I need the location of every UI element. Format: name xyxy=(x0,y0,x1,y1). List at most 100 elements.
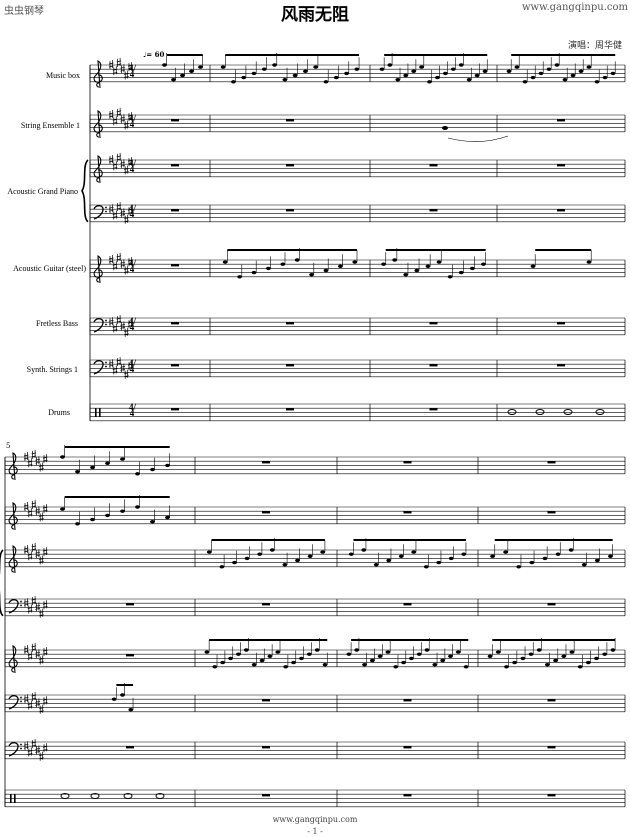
tempo-marking: ♩= 60 xyxy=(143,50,165,59)
note xyxy=(323,268,329,273)
bass-clef-icon xyxy=(105,319,107,322)
note xyxy=(577,665,583,669)
note xyxy=(586,260,592,264)
sharp-icon xyxy=(27,747,33,757)
note xyxy=(504,665,509,669)
sharp-icon xyxy=(35,456,40,466)
footer-url: www.gangqinpu.com xyxy=(272,815,358,824)
note xyxy=(530,264,536,268)
note xyxy=(506,69,512,74)
note xyxy=(401,660,406,665)
note xyxy=(495,650,501,654)
note xyxy=(243,648,249,652)
whole-rest xyxy=(171,364,179,367)
whole-rest xyxy=(286,119,294,122)
instrument-label-drums: Drums xyxy=(48,408,70,417)
whole-rest xyxy=(429,164,438,167)
note xyxy=(333,75,339,80)
time-signature: 4/4 xyxy=(129,258,137,274)
sharp-icon xyxy=(39,555,44,565)
note xyxy=(206,550,212,554)
note xyxy=(75,522,80,526)
sharp-icon xyxy=(23,645,29,654)
time-signature: 4/4 xyxy=(129,158,137,174)
note xyxy=(267,654,273,658)
whole-rest xyxy=(403,699,412,702)
note xyxy=(403,73,409,78)
whole-rest xyxy=(262,603,270,606)
note xyxy=(291,660,296,665)
drum-note xyxy=(90,793,100,799)
sharp-icon xyxy=(108,155,114,164)
sharp-icon xyxy=(27,604,33,614)
whole-rest xyxy=(547,603,556,606)
treble-clef-icon xyxy=(8,452,18,481)
drum-note xyxy=(563,409,573,415)
sharp-icon xyxy=(127,257,133,267)
note xyxy=(490,554,495,558)
note xyxy=(165,463,170,468)
note xyxy=(392,258,398,262)
note xyxy=(403,273,409,277)
note xyxy=(303,69,308,74)
note xyxy=(344,71,349,76)
note xyxy=(442,71,448,76)
whole-rest xyxy=(286,164,294,167)
note xyxy=(581,563,587,567)
treble-clef-icon xyxy=(93,110,103,139)
bass-clef-icon xyxy=(93,360,104,375)
page-number: - 1 - xyxy=(307,827,323,836)
note xyxy=(75,470,80,474)
note xyxy=(469,266,475,271)
treble-clef-icon xyxy=(8,545,18,574)
note xyxy=(241,75,247,80)
sharp-icon xyxy=(23,545,29,554)
page-title: 风雨无阻 xyxy=(281,5,349,25)
note xyxy=(313,65,319,69)
note xyxy=(542,556,548,561)
note xyxy=(306,652,312,656)
note xyxy=(411,550,417,554)
note xyxy=(231,80,236,84)
whole-rest xyxy=(286,209,294,212)
note xyxy=(529,560,535,565)
note xyxy=(162,63,167,67)
whole-rest xyxy=(126,746,134,749)
sharp-icon xyxy=(31,499,37,509)
bass-clef-icon xyxy=(105,365,107,368)
note xyxy=(219,565,225,569)
sharp-icon xyxy=(127,62,133,72)
whole-rest xyxy=(171,209,179,212)
note xyxy=(578,69,584,74)
note xyxy=(419,65,425,69)
sharp-icon xyxy=(27,551,33,561)
piano-brace xyxy=(81,159,89,223)
sharp-icon xyxy=(124,265,129,275)
sharp-icon xyxy=(127,319,133,329)
sharp-icon xyxy=(39,462,44,472)
note xyxy=(60,507,65,511)
bass-clef-icon xyxy=(20,747,22,750)
note xyxy=(448,654,453,658)
note xyxy=(594,558,600,563)
note xyxy=(530,75,536,80)
sharp-icon xyxy=(31,739,37,749)
note xyxy=(538,71,544,76)
note xyxy=(346,652,352,656)
whole-rest xyxy=(262,794,270,797)
note xyxy=(423,565,429,569)
sharp-icon xyxy=(35,602,40,612)
sharp-icon xyxy=(42,547,48,557)
note xyxy=(395,78,401,82)
note xyxy=(455,650,461,654)
note xyxy=(275,650,281,654)
whole-rest xyxy=(557,322,565,325)
sharp-icon xyxy=(31,542,37,552)
site-url[interactable]: www.gangqinpu.com xyxy=(521,2,628,13)
note xyxy=(309,273,314,277)
whole-rest xyxy=(429,209,438,212)
note xyxy=(90,517,95,522)
note xyxy=(232,560,237,565)
sharp-icon xyxy=(27,700,33,710)
whole-rest xyxy=(262,699,270,702)
